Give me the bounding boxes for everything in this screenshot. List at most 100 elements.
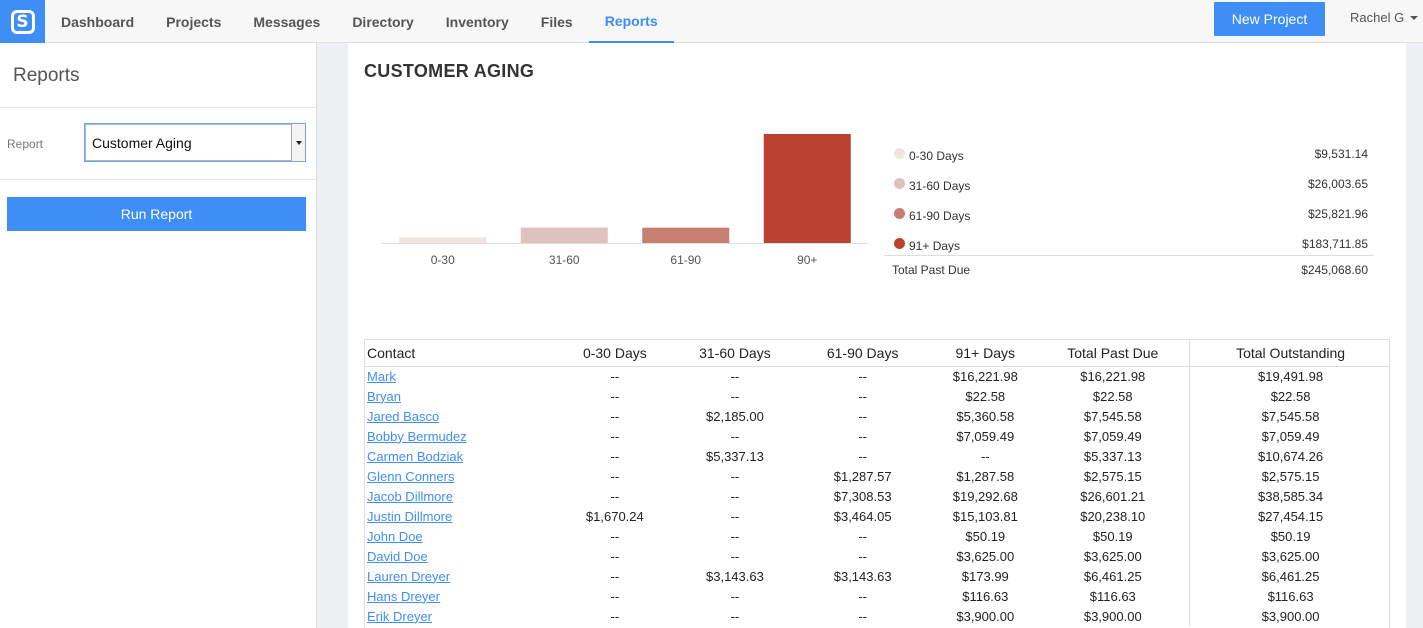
table-cell: $3,143.63 <box>833 568 892 584</box>
contact-cell: Erik Dreyer <box>365 606 551 626</box>
table-cell: $3,625.00 <box>1083 548 1142 564</box>
table-cell: $26,601.21 <box>1080 488 1146 504</box>
contact-link[interactable]: Jared Basco <box>367 408 440 424</box>
table-cell: -- <box>730 528 740 544</box>
legend-item: 91+ Days $183,711.85 <box>884 237 1374 257</box>
table-row: Jared Basco -- $2,185.00 -- $5,360.58 $7,545.… <box>365 406 1389 426</box>
legend-label: 31-60 Days <box>909 179 971 193</box>
report-select-value: Customer Aging <box>92 135 192 151</box>
contact-link[interactable]: David Doe <box>367 548 428 564</box>
table-cell: -- <box>610 368 620 384</box>
table-body: Mark -- -- -- $16,221.98 $16,221.98 $19,491.98… <box>365 366 1389 626</box>
divider <box>0 107 316 108</box>
contact-link[interactable]: John Doe <box>367 528 423 544</box>
col-header-91-plus[interactable]: 91+ Days <box>934 340 1037 367</box>
contact-link[interactable]: Lauren Dreyer <box>367 568 451 584</box>
table-cell: $6,461.25 <box>1189 566 1389 586</box>
app-logo[interactable]: S <box>0 0 45 43</box>
table-cell: -- <box>858 588 867 604</box>
bar-90+[interactable] <box>763 134 851 243</box>
user-menu[interactable]: Rachel G <box>1350 10 1419 25</box>
legend-value: $26,003.65 <box>1307 177 1368 191</box>
nav-dashboard[interactable]: Dashboard <box>61 13 135 30</box>
main-nav: Dashboard Projects Messages Directory In… <box>45 0 674 43</box>
table-row: Lauren Dreyer -- $3,143.63 $3,143.63 $173.99… <box>365 566 1389 586</box>
divider <box>0 179 316 180</box>
report-label: Report <box>7 137 44 151</box>
table-cell: -- <box>730 368 740 384</box>
table-cell: $116.63 <box>1189 586 1389 606</box>
col-header-total-outstanding[interactable]: Total Outstanding <box>1189 340 1389 367</box>
logo-icon: S <box>10 9 35 34</box>
legend-value: $25,821.96 <box>1307 207 1368 221</box>
report-select[interactable]: Customer Aging <box>84 123 306 162</box>
contact-link[interactable]: Bobby Bermudez <box>367 428 467 444</box>
table-cell: -- <box>980 448 990 464</box>
contact-link[interactable]: Carmen Bodziak <box>367 448 464 464</box>
x-tick-label: 0-30 <box>431 253 455 267</box>
nav-projects[interactable]: Projects <box>166 13 222 30</box>
contact-link[interactable]: Hans Dreyer <box>367 588 440 604</box>
col-header-total-past-due[interactable]: Total Past Due <box>1036 340 1190 367</box>
contact-link[interactable]: Bryan <box>367 388 401 404</box>
col-header-contact[interactable]: Contact <box>365 340 551 367</box>
table-cell: $7,545.58 <box>1189 406 1389 426</box>
contact-link[interactable]: Erik Dreyer <box>367 608 433 624</box>
contact-cell: Bryan <box>365 386 551 406</box>
table-cell: -- <box>730 388 740 404</box>
legend-item: 0-30 Days $9,531.14 <box>884 147 1374 167</box>
aging-table-container[interactable]: Contact 0-30 Days 31-60 Days 61-90 Days … <box>364 339 1390 628</box>
aging-bar-chart: 0-30 31-60 61-90 90+ <box>382 134 868 267</box>
table-cell: -- <box>858 448 867 464</box>
table-cell: $3,143.63 <box>706 568 764 584</box>
legend-item: 61-90 Days $25,821.96 <box>884 207 1374 227</box>
table-cell: -- <box>730 608 740 624</box>
bar-0-30[interactable] <box>399 237 487 243</box>
contact-cell: John Doe <box>365 526 551 546</box>
table-cell: $7,308.53 <box>833 488 892 504</box>
table-cell: $15,103.81 <box>952 508 1018 524</box>
table-cell: -- <box>858 548 867 564</box>
col-header-61-90[interactable]: 61-90 Days <box>791 340 935 367</box>
dropdown-arrow-icon[interactable] <box>291 124 305 161</box>
nav-reports[interactable]: Reports <box>588 0 674 43</box>
table-cell: -- <box>858 608 867 624</box>
legend-swatch <box>894 238 905 249</box>
col-header-0-30[interactable]: 0-30 Days <box>550 340 679 367</box>
sidebar-title: Reports <box>13 65 80 86</box>
run-report-button[interactable]: Run Report <box>7 197 306 231</box>
table-cell: -- <box>730 428 740 444</box>
table-cell: $2,575.15 <box>1189 466 1389 486</box>
table-cell: $38,585.34 <box>1189 486 1389 506</box>
legend-swatch <box>894 148 905 159</box>
table-cell: $50.19 <box>1189 526 1389 546</box>
bar-31-60[interactable] <box>520 227 608 243</box>
bar-61-90[interactable] <box>642 227 730 243</box>
contact-link[interactable]: Justin Dillmore <box>367 508 453 524</box>
table-cell: $3,900.00 <box>1083 608 1142 624</box>
new-project-button[interactable]: New Project <box>1214 2 1325 36</box>
table-cell: $116.63 <box>1089 588 1136 604</box>
table-cell: $1,670.24 <box>585 508 644 524</box>
table-cell: $10,674.26 <box>1189 446 1389 466</box>
nav-inventory[interactable]: Inventory <box>445 13 509 30</box>
table-cell: -- <box>858 368 867 384</box>
table-cell: -- <box>610 608 620 624</box>
x-tick-label: 90+ <box>797 253 817 267</box>
aging-table: Contact 0-30 Days 31-60 Days 61-90 Days … <box>365 340 1389 626</box>
contact-link[interactable]: Glenn Conners <box>367 468 455 484</box>
table-cell: $2,575.15 <box>1083 468 1142 484</box>
x-tick-label: 31-60 <box>549 253 580 267</box>
legend-value: $183,711.85 <box>1302 237 1368 251</box>
nav-directory[interactable]: Directory <box>352 13 414 30</box>
contact-link[interactable]: Jacob Dillmore <box>367 488 453 504</box>
nav-files[interactable]: Files <box>540 13 573 30</box>
col-header-31-60[interactable]: 31-60 Days <box>678 340 792 367</box>
legend-label: 0-30 Days <box>909 149 964 163</box>
table-row: Bobby Bermudez -- -- -- $7,059.49 $7,059.49 $7… <box>365 426 1389 446</box>
contact-link[interactable]: Mark <box>367 368 396 384</box>
table-cell: $7,059.49 <box>1083 428 1142 444</box>
nav-messages[interactable]: Messages <box>253 13 321 30</box>
table-cell: $27,454.15 <box>1189 506 1389 526</box>
table-cell: -- <box>858 408 867 424</box>
